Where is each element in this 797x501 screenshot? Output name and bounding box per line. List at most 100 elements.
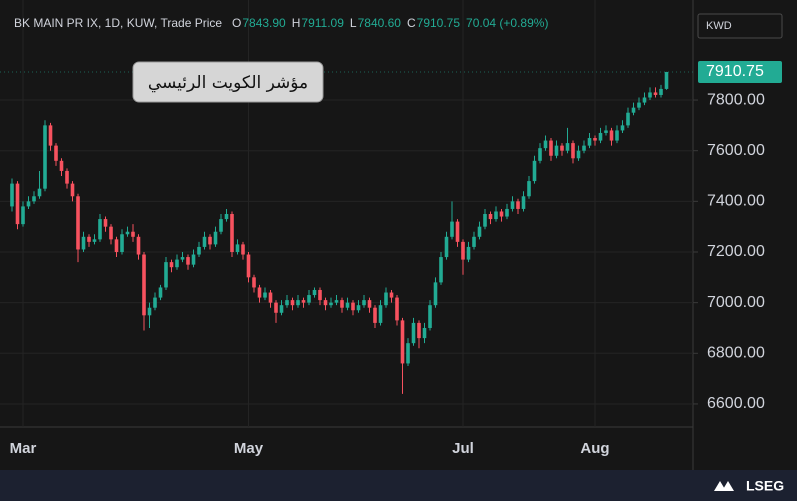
candle-body xyxy=(98,219,102,240)
candle-body xyxy=(417,322,421,339)
candle-body xyxy=(175,259,179,268)
candle-body xyxy=(648,92,652,98)
candle-body xyxy=(483,214,487,227)
candle-body xyxy=(637,102,641,108)
candle-body xyxy=(191,254,196,265)
candle-body xyxy=(565,143,570,151)
last-price-tag xyxy=(698,60,782,83)
candle-body xyxy=(653,92,658,95)
candle-body xyxy=(136,236,141,255)
candle-body xyxy=(466,246,471,260)
candle-body xyxy=(356,305,361,311)
candle-body xyxy=(433,282,438,306)
candle-body xyxy=(81,236,86,250)
ohlc-value: 7911.09 xyxy=(301,16,344,30)
ohlc-value: 7843.90 xyxy=(242,16,286,30)
candle-body xyxy=(153,297,157,308)
candle-body xyxy=(186,257,190,265)
candle-body xyxy=(37,188,42,197)
candle-body xyxy=(48,125,53,146)
candle-body xyxy=(219,219,223,232)
candle-body xyxy=(169,262,174,268)
candle-body xyxy=(538,148,542,161)
ohlc-value: 7840.60 xyxy=(358,16,402,30)
candle-body xyxy=(351,302,355,311)
candle-body xyxy=(65,170,69,184)
candle-body xyxy=(461,241,465,260)
candle-body xyxy=(499,211,504,217)
candle-body xyxy=(428,305,432,328)
candle-body xyxy=(411,322,416,344)
annotation: مؤشر الكويت الرئيسي xyxy=(148,73,308,93)
candle-body xyxy=(263,292,267,298)
candle-body xyxy=(70,183,75,197)
ohlc-value: 7910.75 xyxy=(417,16,461,30)
candle-body xyxy=(345,302,350,308)
x-tick-label: Mar xyxy=(10,440,37,457)
ohlc-key: C xyxy=(407,16,416,30)
candle-body xyxy=(389,292,394,298)
candle-body xyxy=(290,300,295,306)
candle-body xyxy=(510,201,515,209)
candle-body xyxy=(158,287,163,298)
candle-body xyxy=(334,300,339,303)
y-tick-label: 6600.00 xyxy=(707,395,765,412)
candle-body xyxy=(576,150,581,159)
x-tick-label: Jul xyxy=(452,440,474,457)
candle-body xyxy=(532,160,537,182)
candle-body xyxy=(103,219,108,227)
footer-bar xyxy=(0,470,797,501)
candle-body xyxy=(560,145,564,151)
candle-body xyxy=(455,221,460,242)
candle-body xyxy=(15,183,20,225)
ohlc-key: H xyxy=(292,16,301,30)
currency-label[interactable]: KWD xyxy=(706,20,732,32)
candle-body xyxy=(384,292,388,306)
candle-body xyxy=(180,257,185,260)
candle-body xyxy=(587,138,592,146)
candle-body xyxy=(268,292,273,303)
currency-button[interactable] xyxy=(697,13,783,39)
last-price-label: 7910.75 xyxy=(706,63,764,80)
candle-body xyxy=(543,140,548,149)
candle-body xyxy=(252,277,256,288)
candle-body xyxy=(10,183,14,207)
candle-body xyxy=(615,130,619,141)
brand-name: LSEG xyxy=(746,478,784,494)
y-tick-label: 7800.00 xyxy=(707,91,765,108)
y-tick-label: 7600.00 xyxy=(707,142,765,159)
candle-body xyxy=(340,300,344,308)
candle-body xyxy=(230,214,234,252)
candle-body xyxy=(521,196,526,209)
candle-body xyxy=(257,287,262,298)
candle-body xyxy=(373,307,377,323)
brand-icon xyxy=(714,481,734,491)
candle-body xyxy=(362,300,366,306)
y-tick-label: 7000.00 xyxy=(707,294,765,311)
candle-body xyxy=(197,246,201,255)
candle-body xyxy=(164,262,168,288)
candle-body xyxy=(598,132,603,141)
candle-body xyxy=(54,145,58,161)
candle-body xyxy=(32,196,36,202)
candle-body xyxy=(21,206,25,225)
annotation-box xyxy=(132,61,324,103)
candle-body xyxy=(620,125,625,131)
candle-body xyxy=(92,239,97,242)
change-value: 70.04 (+0.89%) xyxy=(466,16,548,30)
ohlc-key: L xyxy=(350,16,357,30)
candle-body xyxy=(59,160,64,171)
candle-body xyxy=(659,88,663,95)
candle-body xyxy=(109,226,113,240)
candle-body xyxy=(120,234,124,252)
y-tick-label: 7200.00 xyxy=(707,243,765,260)
candle-body xyxy=(142,254,146,316)
candle-body xyxy=(43,125,47,189)
x-tick-label: May xyxy=(234,440,264,457)
candle-body xyxy=(642,97,647,103)
candle-body xyxy=(246,254,251,278)
candle-body xyxy=(406,343,410,364)
x-tick-label: Aug xyxy=(580,440,609,457)
candle-body xyxy=(554,145,559,156)
